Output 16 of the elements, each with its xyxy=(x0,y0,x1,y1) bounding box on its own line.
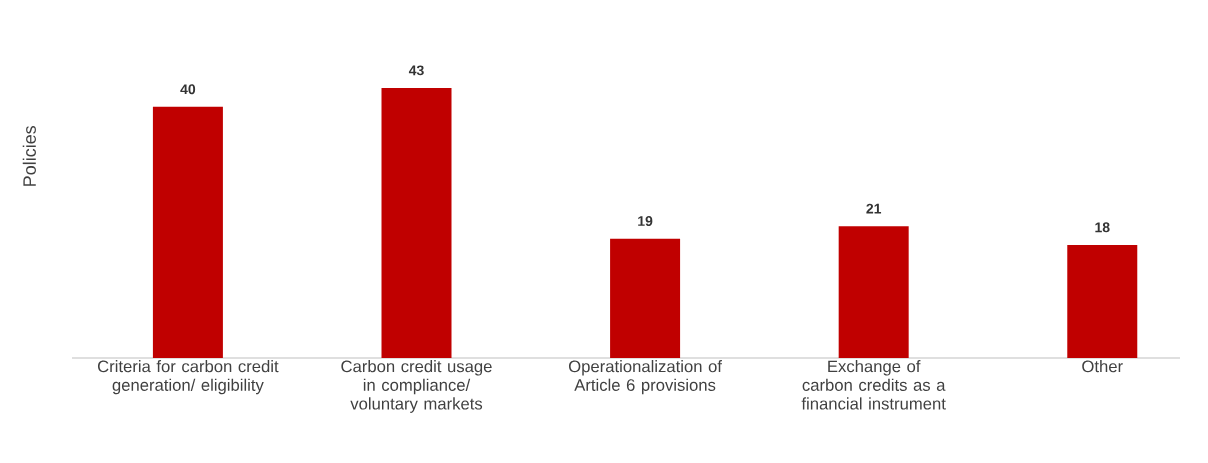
bar xyxy=(152,106,223,358)
bar xyxy=(610,238,681,358)
x-tick-label: Other xyxy=(1082,360,1123,373)
x-tick-label: Exchange of carbon credits as a financial instrument xyxy=(801,360,946,410)
x-tick-label: Operationalization of Article 6 provisions xyxy=(568,360,722,395)
bar xyxy=(381,88,452,358)
y-axis-title: Policies xyxy=(22,125,36,186)
data-label: 19 xyxy=(638,216,653,226)
bar xyxy=(1067,244,1138,358)
data-label: 43 xyxy=(408,65,424,76)
bar xyxy=(838,226,909,358)
data-label: 40 xyxy=(180,84,196,95)
data-label: 18 xyxy=(1095,222,1110,233)
x-tick-label: Criteria for carbon credit generation/ eligibility xyxy=(97,360,279,395)
data-label: 21 xyxy=(866,203,882,214)
x-tick-label: Carbon credit usage in compliance/ voluntary markets xyxy=(341,360,492,413)
